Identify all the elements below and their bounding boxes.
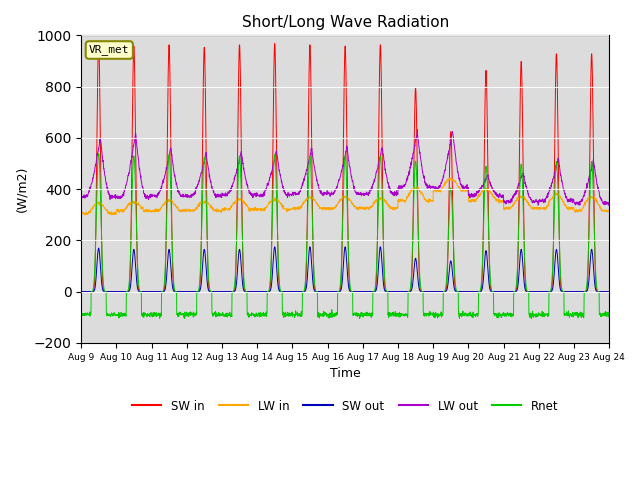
LW in [81, 212, 88, 218]
LW out [77, 193, 85, 199]
Rnet [559, 288, 567, 294]
Title: Short/Long Wave Radiation: Short/Long Wave Radiation [241, 15, 449, 30]
LW in [360, 205, 368, 211]
Rnet [499, 311, 506, 317]
LW out [499, 194, 506, 200]
LW in [605, 208, 613, 214]
X-axis label: Time: Time [330, 367, 360, 380]
SW in [605, 288, 613, 294]
SW out [271, 244, 278, 250]
Line: SW in: SW in [81, 42, 609, 291]
LW out [225, 191, 232, 196]
Y-axis label: (W/m2): (W/m2) [15, 166, 28, 212]
Rnet [527, 316, 535, 322]
LW out [605, 200, 613, 206]
Text: VR_met: VR_met [89, 45, 129, 56]
SW in [77, 288, 85, 294]
LW out [576, 203, 584, 208]
LW out [559, 182, 566, 188]
SW out [573, 288, 581, 294]
LW in [559, 198, 567, 204]
SW in [499, 288, 506, 294]
LW in [573, 209, 581, 215]
Line: SW out: SW out [81, 247, 609, 291]
LW out [413, 127, 421, 132]
Rnet [573, 312, 581, 317]
Rnet [95, 151, 102, 156]
SW in [225, 288, 232, 294]
SW in [573, 288, 581, 294]
Rnet [605, 310, 613, 316]
SW in [95, 39, 102, 45]
SW out [360, 288, 368, 294]
SW in [559, 288, 566, 294]
SW out [559, 288, 566, 294]
LW in [499, 198, 507, 204]
Line: Rnet: Rnet [81, 154, 609, 319]
SW out [499, 288, 506, 294]
LW in [446, 175, 454, 181]
SW out [225, 288, 232, 294]
LW in [77, 210, 85, 216]
Rnet [225, 312, 232, 318]
Legend: SW in, LW in, SW out, LW out, Rnet: SW in, LW in, SW out, LW out, Rnet [127, 395, 563, 417]
Rnet [372, 278, 380, 284]
LW out [372, 174, 380, 180]
SW out [372, 288, 380, 294]
LW out [360, 193, 368, 199]
LW out [573, 201, 581, 207]
LW in [225, 206, 232, 212]
Line: LW in: LW in [81, 178, 609, 215]
SW in [372, 284, 380, 290]
Rnet [360, 311, 368, 317]
Rnet [77, 312, 85, 317]
Line: LW out: LW out [81, 130, 609, 205]
SW out [605, 288, 613, 294]
SW in [360, 288, 368, 294]
LW in [372, 199, 380, 204]
SW out [77, 288, 85, 294]
